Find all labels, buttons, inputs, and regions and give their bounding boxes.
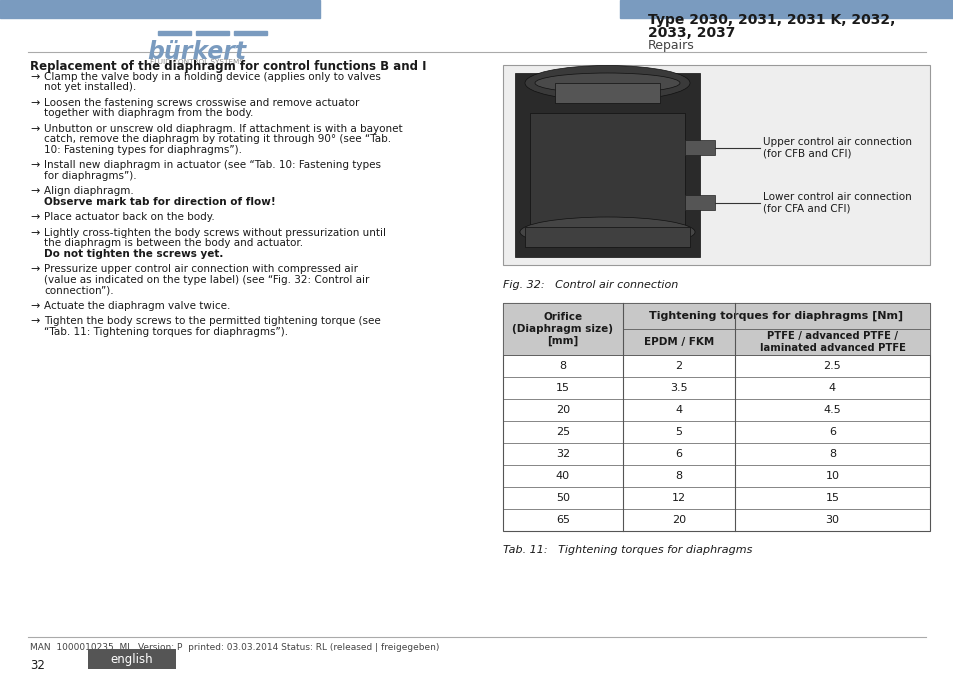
Text: 4.5: 4.5	[822, 405, 841, 415]
Bar	[502, 65, 929, 265]
Text: Upper control air connection
(for CFB and CFI): Upper control air connection (for CFB an…	[762, 137, 911, 159]
Text: not yet installed).: not yet installed).	[44, 83, 136, 92]
Text: 2: 2	[675, 361, 681, 371]
Text: 20: 20	[671, 515, 685, 525]
Text: 4: 4	[828, 383, 835, 393]
Text: 8: 8	[675, 471, 681, 481]
Ellipse shape	[524, 65, 689, 100]
Text: 65: 65	[556, 515, 569, 525]
Text: the diaphragm is between the body and actuator.: the diaphragm is between the body and ac…	[44, 238, 303, 248]
Text: →: →	[30, 228, 39, 238]
Text: Pressurize upper control air connection with compressed air: Pressurize upper control air connection …	[44, 264, 357, 275]
Text: 30: 30	[824, 515, 839, 525]
Text: Observe mark tab for direction of flow!: Observe mark tab for direction of flow!	[44, 197, 275, 207]
Text: Tab. 11:   Tightening torques for diaphragms: Tab. 11: Tightening torques for diaphrag…	[502, 545, 752, 555]
Text: →: →	[30, 72, 39, 82]
Text: MAN  1000010235  ML  Version: P  printed: 03.03.2014 Status: RL (released | frei: MAN 1000010235 ML Version: P printed: 03…	[30, 643, 439, 652]
Ellipse shape	[535, 73, 679, 93]
Bar	[734, 329, 929, 355]
Text: 15: 15	[824, 493, 839, 503]
Text: 32: 32	[556, 449, 570, 459]
Text: 15: 15	[556, 383, 569, 393]
Text: 20: 20	[556, 405, 570, 415]
Text: Fig. 32:   Control air connection: Fig. 32: Control air connection	[502, 280, 678, 290]
Text: 3.5: 3.5	[670, 383, 687, 393]
Text: →: →	[30, 186, 39, 197]
Text: 50: 50	[556, 493, 569, 503]
Text: 6: 6	[675, 449, 681, 459]
Text: 8: 8	[828, 449, 835, 459]
Text: Lower control air connection
(for CFA and CFI): Lower control air connection (for CFA an…	[762, 192, 911, 214]
Text: →: →	[30, 98, 39, 108]
Text: EPDM / FKM: EPDM / FKM	[643, 337, 714, 347]
Text: →: →	[30, 213, 39, 223]
Text: →: →	[30, 160, 39, 170]
Bar	[0, 0, 319, 18]
Text: 8: 8	[558, 361, 566, 371]
Bar	[88, 649, 175, 669]
Text: 12: 12	[671, 493, 685, 503]
Text: →: →	[30, 301, 39, 311]
Text: “Tab. 11: Tightening torques for diaphragms”).: “Tab. 11: Tightening torques for diaphra…	[44, 327, 288, 337]
Text: 40: 40	[556, 471, 570, 481]
Text: connection”).: connection”).	[44, 285, 113, 295]
Bar	[158, 31, 191, 35]
Bar	[502, 303, 622, 355]
Bar	[524, 227, 689, 247]
Text: 10: 10	[824, 471, 839, 481]
Bar	[530, 113, 684, 227]
Text: Install new diaphragm in actuator (see “Tab. 10: Fastening types: Install new diaphragm in actuator (see “…	[44, 160, 380, 170]
Text: Repairs: Repairs	[647, 39, 694, 52]
Text: Place actuator back on the body.: Place actuator back on the body.	[44, 213, 214, 223]
Text: Clamp the valve body in a holding device (applies only to valves: Clamp the valve body in a holding device…	[44, 72, 380, 82]
Text: →: →	[30, 264, 39, 275]
Text: PTFE / advanced PTFE /
laminated advanced PTFE: PTFE / advanced PTFE / laminated advance…	[759, 331, 904, 353]
Text: english: english	[111, 653, 153, 666]
Text: Type 2030, 2031, 2031 K, 2032,: Type 2030, 2031, 2031 K, 2032,	[647, 13, 895, 27]
Text: 4: 4	[675, 405, 681, 415]
Text: (value as indicated on the type label) (see “Fig. 32: Control air: (value as indicated on the type label) (…	[44, 275, 369, 285]
Text: 10: Fastening types for diaphragms”).: 10: Fastening types for diaphragms”).	[44, 145, 242, 155]
Text: for diaphragms”).: for diaphragms”).	[44, 171, 136, 181]
Text: 25: 25	[556, 427, 570, 437]
Text: 2.5: 2.5	[822, 361, 841, 371]
Bar	[195, 31, 229, 35]
Bar	[684, 195, 714, 210]
Bar	[622, 303, 929, 329]
Text: Loosen the fastening screws crosswise and remove actuator: Loosen the fastening screws crosswise an…	[44, 98, 359, 108]
Text: Actuate the diaphragm valve twice.: Actuate the diaphragm valve twice.	[44, 301, 230, 311]
Text: 32: 32	[30, 659, 45, 672]
Text: FLUID CONTROL SYSTEMS: FLUID CONTROL SYSTEMS	[150, 59, 244, 65]
Bar	[515, 73, 700, 257]
Bar	[233, 31, 267, 35]
Text: Replacement of the diaphragm for control functions B and I: Replacement of the diaphragm for control…	[30, 60, 426, 73]
Text: Tightening torques for diaphragms [Nm]: Tightening torques for diaphragms [Nm]	[649, 311, 902, 321]
Bar	[555, 83, 659, 103]
Text: →: →	[30, 316, 39, 326]
Text: Unbutton or unscrew old diaphragm. If attachment is with a bayonet: Unbutton or unscrew old diaphragm. If at…	[44, 124, 402, 134]
Text: Align diaphragm.: Align diaphragm.	[44, 186, 133, 197]
Ellipse shape	[519, 217, 695, 247]
Text: bürkert: bürkert	[148, 40, 246, 64]
Text: →: →	[30, 124, 39, 134]
Bar	[619, 0, 953, 18]
Bar	[684, 140, 714, 155]
Text: 2033, 2037: 2033, 2037	[647, 26, 735, 40]
Bar	[622, 329, 734, 355]
Text: Lightly cross-tighten the body screws without pressurization until: Lightly cross-tighten the body screws wi…	[44, 228, 386, 238]
Text: Do not tighten the screws yet.: Do not tighten the screws yet.	[44, 249, 223, 259]
Text: together with diaphragm from the body.: together with diaphragm from the body.	[44, 108, 253, 118]
Text: catch, remove the diaphragm by rotating it through 90° (see “Tab.: catch, remove the diaphragm by rotating …	[44, 135, 391, 145]
Text: Orifice
(Diaphragm size)
[mm]: Orifice (Diaphragm size) [mm]	[512, 312, 613, 346]
Text: 6: 6	[828, 427, 835, 437]
Text: Tighten the body screws to the permitted tightening torque (see: Tighten the body screws to the permitted…	[44, 316, 380, 326]
Text: 5: 5	[675, 427, 681, 437]
Bar	[502, 303, 929, 531]
